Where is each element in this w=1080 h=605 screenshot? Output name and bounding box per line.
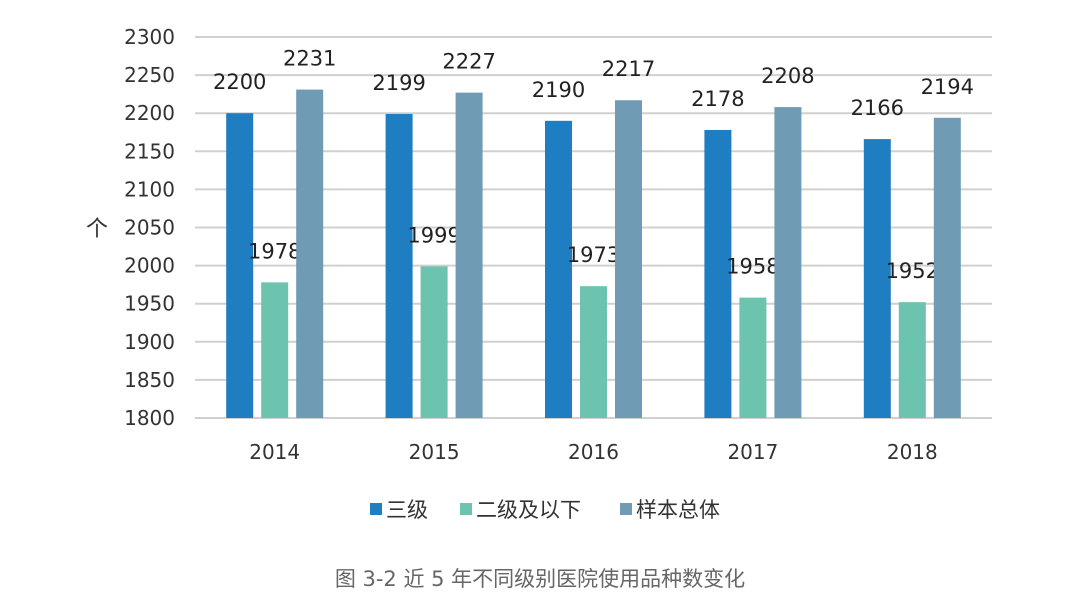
data-label: 1999 <box>407 223 460 247</box>
bar <box>704 129 732 419</box>
figure-caption: 图 3-2 近 5 年不同级别医院使用品种数变化 <box>335 567 745 591</box>
legend-label: 样本总体 <box>636 498 720 522</box>
data-label: 2200 <box>213 70 266 94</box>
y-tick-label: 1800 <box>124 406 175 430</box>
bar <box>580 286 607 418</box>
data-label: 1973 <box>567 243 620 267</box>
gridlines <box>195 36 992 419</box>
bar <box>455 92 483 418</box>
legend-swatch <box>370 503 382 515</box>
y-tick-label: 1900 <box>124 330 175 354</box>
y-tick-label: 1950 <box>124 292 175 316</box>
bars: 2200 1978 2231 2199 1999 2227 2190 1973 2217 2178… <box>213 47 974 419</box>
y-axis-ticks: 1800 1850 1900 1950 2000 2050 2100 2150 2200 2250… <box>124 25 175 430</box>
y-tick-label: 2250 <box>124 63 175 87</box>
data-label: 1958 <box>726 255 779 279</box>
bar <box>774 107 802 418</box>
bar <box>545 120 572 418</box>
x-tick-label: 2017 <box>727 440 778 464</box>
y-tick-label: 2300 <box>124 25 175 49</box>
bar <box>385 113 413 418</box>
x-tick-label: 2016 <box>568 440 619 464</box>
bar <box>739 297 767 418</box>
data-label: 2199 <box>372 71 425 95</box>
y-tick-label: 2200 <box>124 101 175 125</box>
x-tick-label: 2018 <box>887 440 938 464</box>
bar <box>420 266 448 418</box>
bar <box>615 100 642 418</box>
legend-label: 二级及以下 <box>476 498 581 522</box>
bar <box>898 302 926 418</box>
data-label: 2227 <box>442 50 495 74</box>
data-label: 2231 <box>283 47 336 71</box>
x-axis-ticks: 2014 2015 2016 2017 2018 <box>249 440 938 464</box>
y-axis-label: 个 <box>86 217 108 242</box>
y-tick-label: 1850 <box>124 368 175 392</box>
y-tick-label: 2000 <box>124 254 175 278</box>
bar <box>933 117 961 418</box>
data-label: 2208 <box>761 64 814 88</box>
y-tick-label: 2150 <box>124 139 175 163</box>
bar <box>261 282 289 418</box>
x-tick-label: 2014 <box>249 440 300 464</box>
legend-swatch <box>460 503 472 515</box>
data-label: 2178 <box>691 87 744 111</box>
y-tick-label: 2050 <box>124 216 175 240</box>
data-label: 2194 <box>921 75 974 99</box>
bar <box>226 113 254 418</box>
bar <box>296 89 324 418</box>
data-label: 1952 <box>886 259 939 283</box>
data-label: 2217 <box>602 57 655 81</box>
data-label: 2190 <box>532 78 585 102</box>
legend-label: 三级 <box>386 498 428 522</box>
x-tick-label: 2015 <box>409 440 460 464</box>
data-label: 2166 <box>851 96 904 120</box>
bar <box>863 139 891 418</box>
data-label: 1978 <box>248 239 301 263</box>
legend-swatch <box>620 503 632 515</box>
y-tick-label: 2100 <box>124 177 175 201</box>
legend: 三级 二级及以下 样本总体 <box>370 498 720 522</box>
